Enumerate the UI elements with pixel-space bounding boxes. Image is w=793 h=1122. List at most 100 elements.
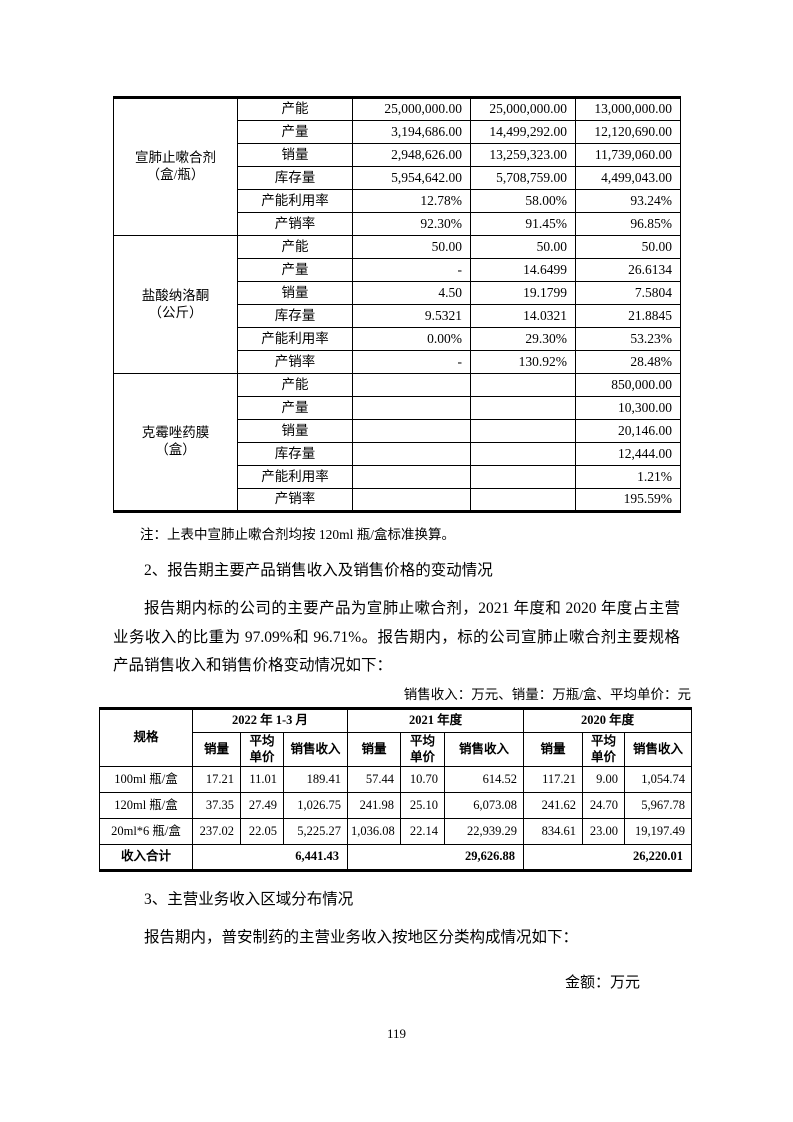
value-cell: 10.70	[400, 766, 446, 794]
value-cell	[352, 442, 471, 466]
value-cell: 28.48%	[575, 350, 681, 374]
value-cell: 189.41	[282, 766, 349, 794]
value-cell: 130.92%	[470, 350, 576, 374]
value-cell: 14.0321	[470, 304, 576, 328]
value-cell: -	[352, 258, 471, 282]
capacity-row: 库存量 12,444.00	[114, 442, 681, 466]
value-cell: 6,073.08	[444, 792, 525, 820]
value-cell: 850,000.00	[575, 373, 681, 397]
value-cell: 9.5321	[352, 304, 471, 328]
value-cell	[352, 465, 471, 489]
value-cell: 21.8845	[575, 304, 681, 328]
spec-cell: 120ml 瓶/盒	[99, 792, 193, 820]
value-cell: 117.21	[523, 766, 584, 794]
capacity-row: 宣肺止嗽合剂 （盒/瓶） 产能 25,000,000.00 25,000,000.00 1…	[113, 97, 681, 236]
value-cell: 12,444.00	[575, 442, 681, 466]
subheader-cell: 销量	[523, 732, 584, 768]
product-name-cell: 宣肺止嗽合剂 （盒/瓶）	[113, 97, 238, 236]
value-cell: 1,026.75	[282, 792, 349, 820]
value-cell: 19.1799	[470, 281, 576, 305]
value-cell: 22.14	[400, 818, 446, 846]
value-cell: 7.5804	[575, 281, 681, 305]
metric-label-cell: 产销率	[237, 350, 353, 374]
capacity-row: 库存量 5,954,642.00 5,708,759.00 4,499,043.00	[114, 166, 681, 190]
period-header-cell: 2022 年 1-3 月	[191, 708, 349, 734]
total-label-cell: 收入合计	[99, 844, 193, 872]
value-cell: 13,259,323.00	[470, 143, 576, 167]
value-cell: 22,939.29	[444, 818, 525, 846]
value-cell: 91.45%	[470, 212, 576, 236]
metric-label-cell: 产量	[237, 258, 353, 282]
product-name-cell: 盐酸纳洛酮 （公斤）	[113, 235, 238, 374]
value-cell: 11,739,060.00	[575, 143, 681, 167]
period-header-cell: 2021 年度	[347, 708, 525, 734]
subheader-cell: 平均单价	[582, 732, 626, 768]
value-cell: 22.05	[240, 818, 284, 846]
metric-label-cell: 库存量	[237, 166, 353, 190]
subheader-cell: 销售收入	[624, 732, 693, 768]
value-cell	[470, 442, 576, 466]
product-unit: （公斤）	[148, 304, 203, 320]
value-cell: 50.00	[352, 235, 471, 259]
section2-paragraph: 报告期内标的公司的主要产品为宣肺止嗽合剂，2021 年度和 2020 年度占主营…	[113, 600, 680, 675]
value-cell: 58.00%	[470, 189, 576, 213]
value-cell: 14.6499	[470, 258, 576, 282]
metric-label-cell: 产量	[237, 120, 353, 144]
value-cell: 13,000,000.00	[575, 97, 681, 121]
capacity-row: 产销率 92.30% 91.45% 96.85%	[114, 212, 681, 236]
value-cell: 4,499,043.00	[575, 166, 681, 190]
value-cell	[352, 488, 471, 512]
capacity-row: 产量 -14.6499 26.6134	[114, 258, 681, 282]
value-cell: 237.02	[192, 818, 241, 846]
value-cell: 27.49	[240, 792, 284, 820]
metric-label-cell: 产销率	[237, 488, 353, 512]
value-cell: 5,967.78	[624, 792, 693, 820]
metric-label-cell: 产销率	[237, 212, 353, 236]
metric-label-cell: 产能利用率	[237, 465, 353, 489]
capacity-row: 库存量 9.5321 14.0321 21.8845	[114, 304, 681, 328]
value-cell: 1,036.08	[347, 818, 402, 846]
product-unit: （盒/瓶）	[146, 167, 205, 182]
value-cell: 5,708,759.00	[470, 166, 576, 190]
value-cell: 25,000,000.00	[352, 97, 471, 121]
subheader-cell: 平均单价	[240, 732, 284, 768]
value-cell: 11.01	[240, 766, 284, 794]
metric-label-cell: 销量	[237, 281, 353, 305]
metric-label-cell: 库存量	[237, 304, 353, 328]
value-cell: 92.30%	[352, 212, 471, 236]
subheader-cell: 销售收入	[444, 732, 525, 768]
value-cell: 241.62	[523, 792, 584, 820]
value-cell: 1.21%	[575, 465, 681, 489]
capacity-row: 销量 2,948,626.00 13,259,323.00 11,739,060.00	[114, 143, 681, 167]
metric-label-cell: 库存量	[237, 442, 353, 466]
capacity-row: 克霉唑药膜 （盒） 产能 850,000.00	[113, 373, 681, 512]
value-cell: 26.6134	[575, 258, 681, 282]
amount-unit-note: 金额：万元	[564, 974, 640, 991]
value-cell	[470, 465, 576, 489]
value-cell: 37.35	[192, 792, 241, 820]
subheader-cell: 销量	[192, 732, 241, 768]
value-cell: 2,948,626.00	[352, 143, 471, 167]
capacity-row: 产量 10,300.00	[114, 396, 681, 420]
capacity-row: 产销率 195.59%	[114, 488, 681, 512]
product-unit: （盒）	[155, 442, 196, 457]
total-value-cell: 29,626.88	[347, 844, 525, 872]
spec-cell: 20ml*6 瓶/盒	[99, 818, 193, 846]
sales-total-row: 收入合计 6,441.43 29,626.88 26,220.01	[99, 844, 693, 872]
value-cell	[470, 488, 576, 512]
value-cell: 12,120,690.00	[575, 120, 681, 144]
value-cell	[470, 396, 576, 420]
metric-label-cell: 产能	[237, 97, 353, 121]
value-cell: 29.30%	[470, 327, 576, 351]
value-cell: 25,000,000.00	[470, 97, 576, 121]
page-number: 119	[386, 1026, 407, 1041]
value-cell	[352, 373, 471, 397]
sales-row: 20ml*6 瓶/盒 237.02 22.05 5,225.27 1,036.08 22.…	[99, 818, 693, 846]
value-cell: 50.00	[470, 235, 576, 259]
capacity-row: 盐酸纳洛酮 （公斤） 产能 50.00 50.00 50.00	[113, 235, 681, 374]
product-name: 盐酸纳洛酮	[141, 287, 210, 303]
section3-paragraph: 报告期内，普安制药的主营业务收入按地区分类构成情况如下：	[144, 929, 579, 947]
product-name: 克霉唑药膜	[141, 425, 210, 441]
value-cell: 241.98	[347, 792, 402, 820]
sales-row: 100ml 瓶/盒 17.21 11.01 189.41 57.44 10.70 614.5…	[99, 766, 693, 794]
